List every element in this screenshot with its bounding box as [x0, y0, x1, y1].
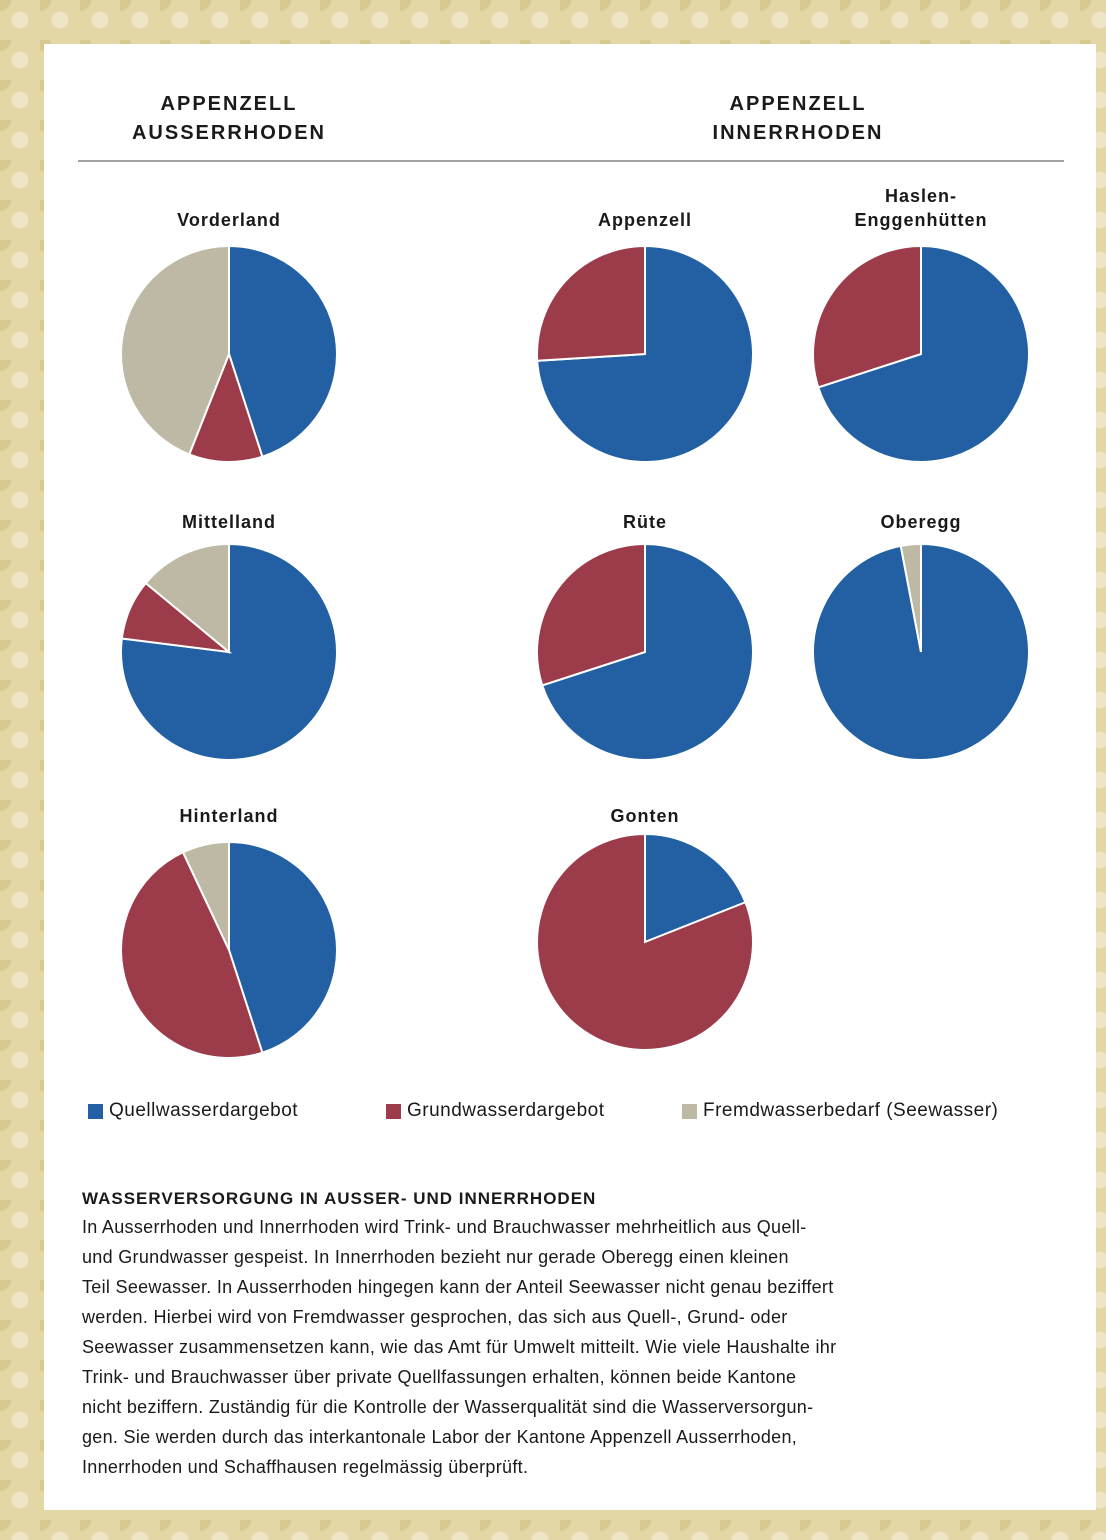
pie-slice [536, 244, 646, 362]
group-title: APPENZELL INNERRHODEN [712, 93, 884, 144]
pie-slice [144, 542, 230, 655]
pie-title: Oberegg [880, 512, 962, 532]
pie-title: Haslen-Enggenhütten [854, 186, 988, 230]
legend-item: Quellwasserdargebot [88, 1100, 298, 1122]
legend-swatch [682, 1103, 697, 1119]
article-line: Teil Seewasser. In Ausserrhoden hingegen… [82, 1277, 834, 1297]
article-heading: WASSERVERSORGUNG IN AUSSER- UND INNERRHO… [82, 1189, 597, 1208]
group-title: APPENZELL AUSSERRHODEN [131, 93, 327, 144]
legend-swatch [88, 1103, 103, 1119]
pie-slice [120, 244, 230, 456]
pie-slice [817, 244, 1030, 463]
pie-title: Vorderland [177, 210, 281, 230]
legend-label: Fremdwasserbedarf (Seewasser) [703, 1100, 999, 1121]
article-line: nicht beziffern. Zuständig für die Kontr… [82, 1397, 814, 1417]
pie-slice [187, 351, 264, 463]
pie-title: Rüte [623, 512, 667, 532]
article-line: Seewasser zusammensetzen kann, wie das A… [82, 1337, 837, 1357]
pie-slice [120, 850, 264, 1059]
pie-slice [812, 244, 922, 389]
article-line: und Grundwasser gespeist. In Innerrhoden… [82, 1247, 789, 1267]
article-line: gen. Sie werden durch das interkantonale… [82, 1427, 798, 1447]
pie-title: Mittelland [182, 512, 276, 532]
pie-title: Appenzell [597, 210, 692, 230]
pie-slice [181, 840, 230, 951]
legend-swatch [386, 1103, 401, 1119]
pie-slice [541, 542, 754, 761]
legend-label: Quellwasserdargebot [109, 1100, 299, 1121]
pie-slice [228, 840, 338, 1054]
article-line: werden. Hierbei wird von Fremdwasser ges… [82, 1307, 788, 1327]
pie-slice [644, 832, 747, 944]
pie-slice [228, 244, 338, 458]
article-line: Trink- und Brauchwasser über private Que… [82, 1367, 797, 1387]
pie-title: Hinterland [179, 806, 279, 826]
legend-item: Grundwasserdargebot [386, 1100, 605, 1122]
article-line: In Ausserrhoden und Innerrhoden wird Tri… [82, 1217, 807, 1237]
article: WASSERVERSORGUNG IN AUSSER- UND INNERRHO… [82, 1186, 1082, 1482]
article-line: Innerrhoden und Schaffhausen regelmässig… [82, 1457, 529, 1477]
pie-slice [536, 832, 754, 1051]
legend-item: Fremdwasserbedarf (Seewasser) [682, 1100, 998, 1122]
pie-title: Gonten [610, 806, 680, 826]
pie-slice [536, 542, 646, 687]
pie-slice [899, 542, 922, 653]
legend-label: Grundwasserdargebot [407, 1100, 605, 1121]
